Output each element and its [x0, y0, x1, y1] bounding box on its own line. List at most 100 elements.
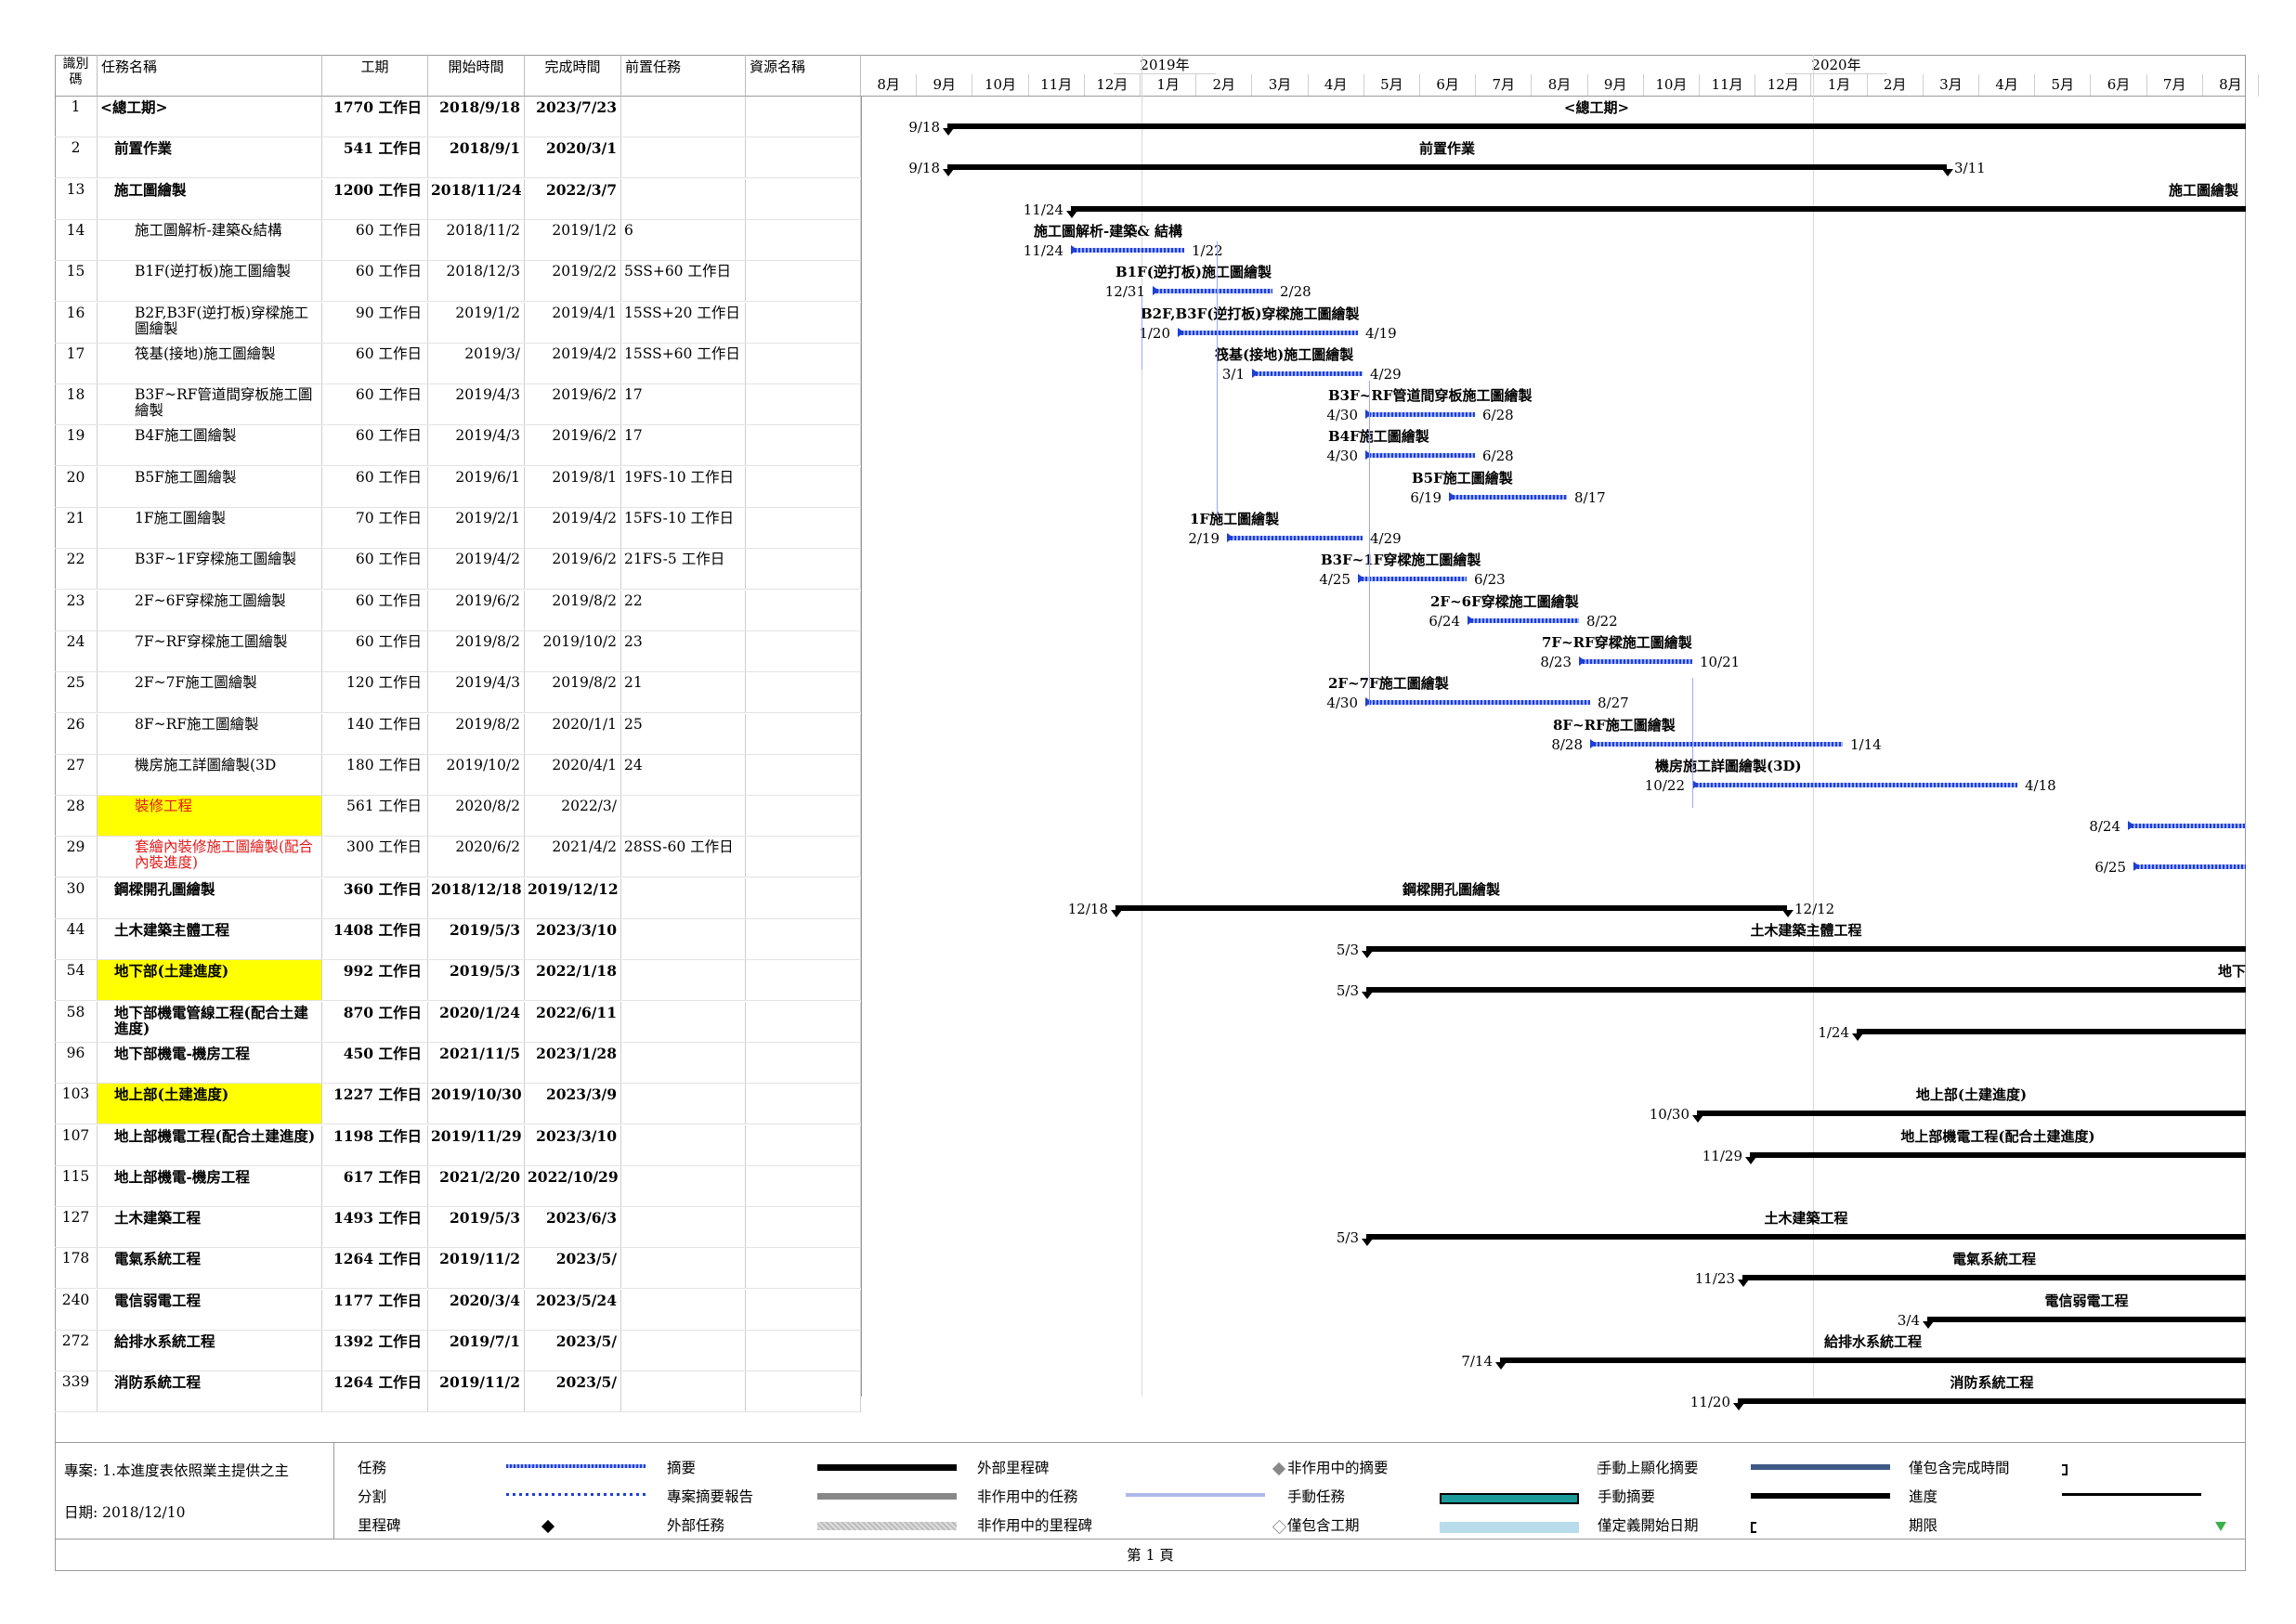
table-row[interactable]: 25 2F~7F施工圖繪製 120 工作日 2019/4/3 2019/8/2 21 [55, 672, 861, 714]
table-row[interactable]: 16 B2F,B3F(逆打板)穿樑施工圖繪製 90 工作日 2019/1/2 2019/… [55, 302, 861, 344]
table-row[interactable]: 30 鋼樑開孔圖繪製 360 工作日 2018/12/18 2019/12/12 [55, 877, 861, 919]
task-bar[interactable] [1178, 330, 1358, 335]
table-row[interactable]: 29 套繪內裝修施工圖繪製(配合內裝進度) 300 工作日 2020/6/2 2021/… [55, 837, 861, 878]
task-resources [746, 1165, 861, 1206]
table-row[interactable]: 44 土木建築主體工程 1408 工作日 2019/5/3 2023/3/10 [55, 919, 861, 960]
col-header-start[interactable]: 開始時間 [428, 55, 525, 97]
task-resources [746, 754, 861, 795]
col-header-finish[interactable]: 完成時間 [525, 55, 621, 97]
table-row[interactable]: 272 給排水系統工程 1392 工作日 2019/7/1 2023/5/ [55, 1331, 861, 1371]
table-row[interactable]: 127 土木建築工程 1493 工作日 2019/5/3 2023/6/3 [55, 1207, 861, 1249]
task-resources [746, 178, 861, 219]
task-duration: 1392 工作日 [322, 1331, 428, 1371]
task-bar[interactable] [1252, 370, 1363, 376]
summary-bar[interactable] [1366, 987, 2246, 994]
summary-bar[interactable] [1697, 1111, 2246, 1117]
task-start: 2019/11/29 [428, 1124, 525, 1165]
task-bar[interactable] [2128, 824, 2246, 829]
task-bar[interactable] [1153, 289, 1272, 294]
task-resources [746, 1207, 861, 1248]
table-row[interactable]: 17 筏基(接地)施工圖繪製 60 工作日 2019/3/2019/4/2 15SS+6… [55, 343, 861, 384]
summary-bar[interactable] [1857, 1028, 2246, 1034]
table-row[interactable]: 54 地下部(土建進度) 992 工作日 2019/5/3 2022/1/18 [55, 960, 861, 1002]
bar-start-date: 1/20 [1139, 324, 1170, 342]
page-number: 第 1 頁 [1127, 1547, 1174, 1564]
table-row[interactable]: 19 B4F施工圖繪製 60 工作日 2019/4/3 2019/6/2 17 [55, 425, 861, 467]
table-row[interactable]: 26 8F~RF施工圖繪製 140 工作日 2019/8/2 2020/1/1 25 [55, 713, 861, 755]
summary-bar[interactable] [1750, 1151, 2246, 1158]
task-bar[interactable] [1468, 617, 1579, 623]
task-bar[interactable] [1449, 494, 1567, 500]
table-row[interactable]: 18 B3F~RF管道間穿板施工圖繪製 60 工作日 2019/4/3 2019/6/2… [55, 384, 861, 426]
task-start: 2019/6/1 [428, 466, 525, 507]
table-row[interactable]: 22 B3F~1F穿樑施工圖繪製 60 工作日 2019/4/2 2019/6/2 21F… [55, 549, 861, 591]
dependency-arrow [1071, 244, 1077, 254]
col-header-id[interactable]: 識別碼 [55, 55, 98, 97]
summary-bar[interactable] [1115, 904, 1787, 911]
summary-bar[interactable] [947, 164, 1947, 171]
summary-bar[interactable] [1500, 1358, 2246, 1363]
task-id: 14 [55, 219, 98, 260]
table-row[interactable]: 23 2F~6F穿樑施工圖繪製 60 工作日 2019/6/2 2019/8/2 22 [55, 590, 861, 631]
col-header-predecessors[interactable]: 前置任務 [621, 55, 746, 97]
table-row[interactable]: 115 地上部機電-機房工程 617 工作日 2021/2/20 2022/10/29 [55, 1165, 861, 1207]
legend-label: 期限 [1909, 1517, 1938, 1534]
summary-bar[interactable] [1742, 1275, 2246, 1281]
task-id: 19 [55, 425, 98, 466]
table-row[interactable]: 13 施工圖繪製 1200 工作日 2018/11/24 2022/3/7 [55, 178, 861, 220]
summary-bar[interactable] [1927, 1316, 2246, 1322]
table-row[interactable]: 107 地上部機電工程(配合土建進度) 1198 工作日 2019/11/29 2023… [55, 1124, 861, 1166]
table-row[interactable]: 58 地下部機電管線工程(配合土建進度) 870 工作日 2020/1/24 2022/… [55, 1001, 861, 1043]
table-row[interactable]: 339 消防系統工程 1264 工作日 2019/11/2 2023/5/ [55, 1371, 861, 1413]
summary-bar[interactable] [1366, 1234, 2246, 1241]
task-bar[interactable] [1365, 412, 1475, 418]
task-bar[interactable] [1071, 247, 1184, 253]
table-row[interactable]: 20 B5F施工圖繪製 60 工作日 2019/6/1 2019/8/1 19FS-10 … [55, 466, 861, 508]
bar-finish-date: 6/23 [1474, 571, 1506, 589]
col-header-duration[interactable]: 工期 [322, 55, 428, 97]
table-row[interactable]: 96 地下部機電-機房工程 450 工作日 2021/11/5 2023/1/28 [55, 1042, 861, 1084]
legend-swatch [506, 1464, 646, 1468]
summary-bar[interactable] [1366, 946, 2246, 952]
summary-bar[interactable] [947, 123, 2246, 129]
table-row[interactable]: 27 機房施工詳圖繪製(3D 180 工作日 2019/10/2 2020/4/1 24 [55, 754, 861, 796]
table-row[interactable]: 103 地上部(土建進度) 1227 工作日 2019/10/30 2023/3/9 [55, 1084, 861, 1125]
task-bar[interactable] [2133, 864, 2246, 870]
task-bar[interactable] [1365, 453, 1475, 459]
table-row[interactable]: 15 B1F(逆打板)施工圖繪製 60 工作日 2018/12/3 2019/2/2 5S… [55, 261, 861, 303]
legend-label: 非作用中的里程碑 [977, 1517, 1093, 1534]
bar-label: B1F(逆打板)施工圖繪製 [1115, 264, 1272, 281]
dependency-arrow [1153, 286, 1159, 296]
task-bar[interactable] [1365, 700, 1590, 706]
task-bar[interactable] [1590, 741, 1843, 747]
table-row[interactable]: 14 施工圖解析-建築&結構 60 工作日 2018/11/2 2019/1/2 6 [55, 219, 861, 261]
col-header-resources[interactable]: 資源名稱 [746, 55, 861, 97]
task-bar[interactable] [1692, 782, 2017, 787]
task-bar[interactable] [1358, 577, 1467, 582]
col-header-name[interactable]: 任務名稱 [98, 55, 322, 97]
bar-finish-date: 4/18 [2025, 776, 2056, 794]
table-row[interactable]: 24 7F~RF穿樑施工圖繪製 60 工作日 2019/8/2 2019/10/2 23 [55, 630, 861, 672]
table-row[interactable]: 240 電信弱電工程 1177 工作日 2020/3/4 2023/5/24 [55, 1289, 861, 1331]
task-name: 7F~RF穿樑施工圖繪製 [98, 630, 322, 671]
bar-finish-date: 1/22 [1192, 241, 1223, 259]
table-row[interactable]: 1 <總工期> 1770 工作日 2018/9/18 2023/7/23 [55, 97, 861, 137]
task-name: 地上部機電工程(配合土建進度) [98, 1124, 322, 1165]
table-row[interactable]: 2 前置作業 541 工作日 2018/9/1 2020/3/1 [55, 137, 861, 179]
bar-label: 電信弱電工程 [2044, 1292, 2129, 1309]
task-name: 土木建築工程 [98, 1207, 322, 1248]
task-id: 27 [55, 754, 98, 795]
table-row[interactable]: 28 裝修工程 561 工作日 2020/8/2 2022/3/ [55, 796, 861, 838]
table-row[interactable]: 21 1F施工圖繪製 70 工作日 2019/2/1 2019/4/2 15FS-10 工… [55, 508, 861, 549]
summary-bar[interactable] [1071, 205, 2246, 212]
table-row[interactable]: 178 電氣系統工程 1264 工作日 2019/11/2 2023/5/ [55, 1248, 861, 1290]
task-bar[interactable] [1579, 658, 1692, 664]
task-name: 筏基(接地)施工圖繪製 [98, 343, 322, 383]
task-name: B3F~RF管道間穿板施工圖繪製 [98, 384, 322, 425]
task-bar[interactable] [1227, 536, 1363, 540]
summary-cap [1738, 1280, 1749, 1288]
task-duration: 1264 工作日 [322, 1248, 428, 1289]
dependency-arrow [1252, 368, 1259, 378]
task-start: 2018/12/3 [428, 261, 525, 302]
summary-bar[interactable] [1738, 1398, 2246, 1405]
